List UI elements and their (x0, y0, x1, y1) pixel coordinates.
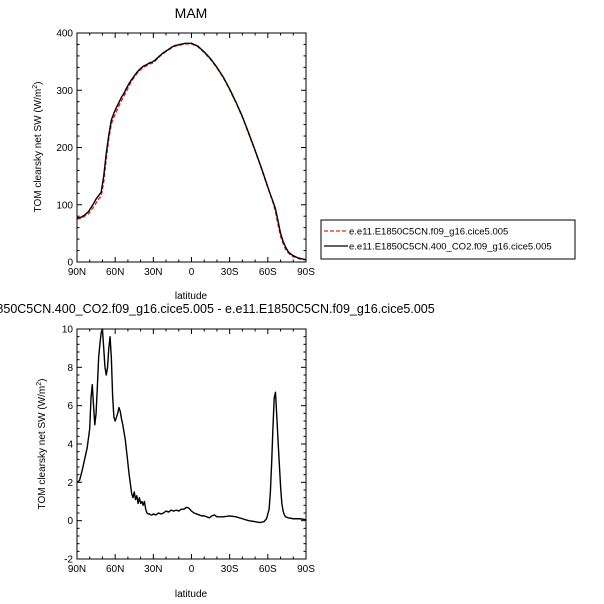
bottom-y-axis-label: TOM clearsky net SW (W/m2) (36, 379, 48, 510)
bottom-y-tick-label: -2 (64, 555, 73, 566)
bottom-y-tick-label: 8 (67, 363, 73, 374)
top-y-tick-label: 0 (67, 258, 73, 269)
bottom-panel: e.e11.E1850C5CN.400_CO2.f09_g16.cice5.00… (0, 302, 435, 600)
top-series-line-2 (76, 42, 307, 261)
top-y-tick-label: 300 (56, 86, 73, 97)
bottom-x-axis-label: latitude (175, 589, 208, 600)
bottom-y-tick-label: 4 (67, 440, 73, 451)
legend: e.e11.E1850C5CN.f09_g16.cice5.005 e.e11.… (320, 219, 576, 260)
top-y-axis-label: TOM clearsky net SW (W/m2) (32, 82, 44, 213)
bottom-x-tick-label: 60N (106, 564, 124, 575)
bottom-x-tick-label: 30N (144, 564, 162, 575)
top-x-tick-label: 90N (68, 267, 86, 278)
bottom-x-tick-label: 30S (221, 564, 239, 575)
top-y-tick-label: 200 (56, 143, 73, 154)
top-x-tick-label: 0 (189, 267, 195, 278)
bottom-y-tick-label: 0 (67, 516, 73, 527)
bottom-y-tick-label: 6 (67, 401, 73, 412)
top-y-tick-label: 400 (56, 29, 73, 40)
bottom-plot-frame (76, 328, 307, 560)
top-x-axis-label: latitude (175, 291, 208, 302)
bottom-x-tick-label: 60S (259, 564, 277, 575)
top-x-tick-label: 60N (106, 267, 124, 278)
top-plot-frame (76, 32, 307, 263)
legend-label-co2: e.e11.E1850C5CN.400_CO2.f09_g16.cice5.00… (349, 242, 552, 253)
bottom-x-tick-label: 0 (189, 564, 195, 575)
top-x-tick-label: 30N (144, 267, 162, 278)
top-chart-title: MAM (175, 5, 208, 21)
top-x-tick-label: 90S (297, 267, 315, 278)
top-x-tick-label: 30S (221, 267, 239, 278)
top-panel: MAM latitude TOM clearsky net SW (W/m2) … (32, 5, 315, 302)
bottom-x-tick-label: 90N (68, 564, 86, 575)
legend-label-control: e.e11.E1850C5CN.f09_g16.cice5.005 (349, 227, 508, 238)
legend-box (320, 219, 576, 260)
bottom-chart-title: e.e11.E1850C5CN.400_CO2.f09_g16.cice5.00… (0, 302, 435, 316)
bottom-y-tick-label: 10 (62, 325, 74, 336)
bottom-series-line-1 (76, 328, 307, 524)
top-y-tick-label: 100 (56, 200, 73, 211)
top-series-line-1 (76, 43, 306, 261)
bottom-x-tick-label: 90S (297, 564, 315, 575)
top-x-tick-label: 60S (259, 267, 277, 278)
bottom-y-tick-label: 2 (67, 478, 73, 489)
